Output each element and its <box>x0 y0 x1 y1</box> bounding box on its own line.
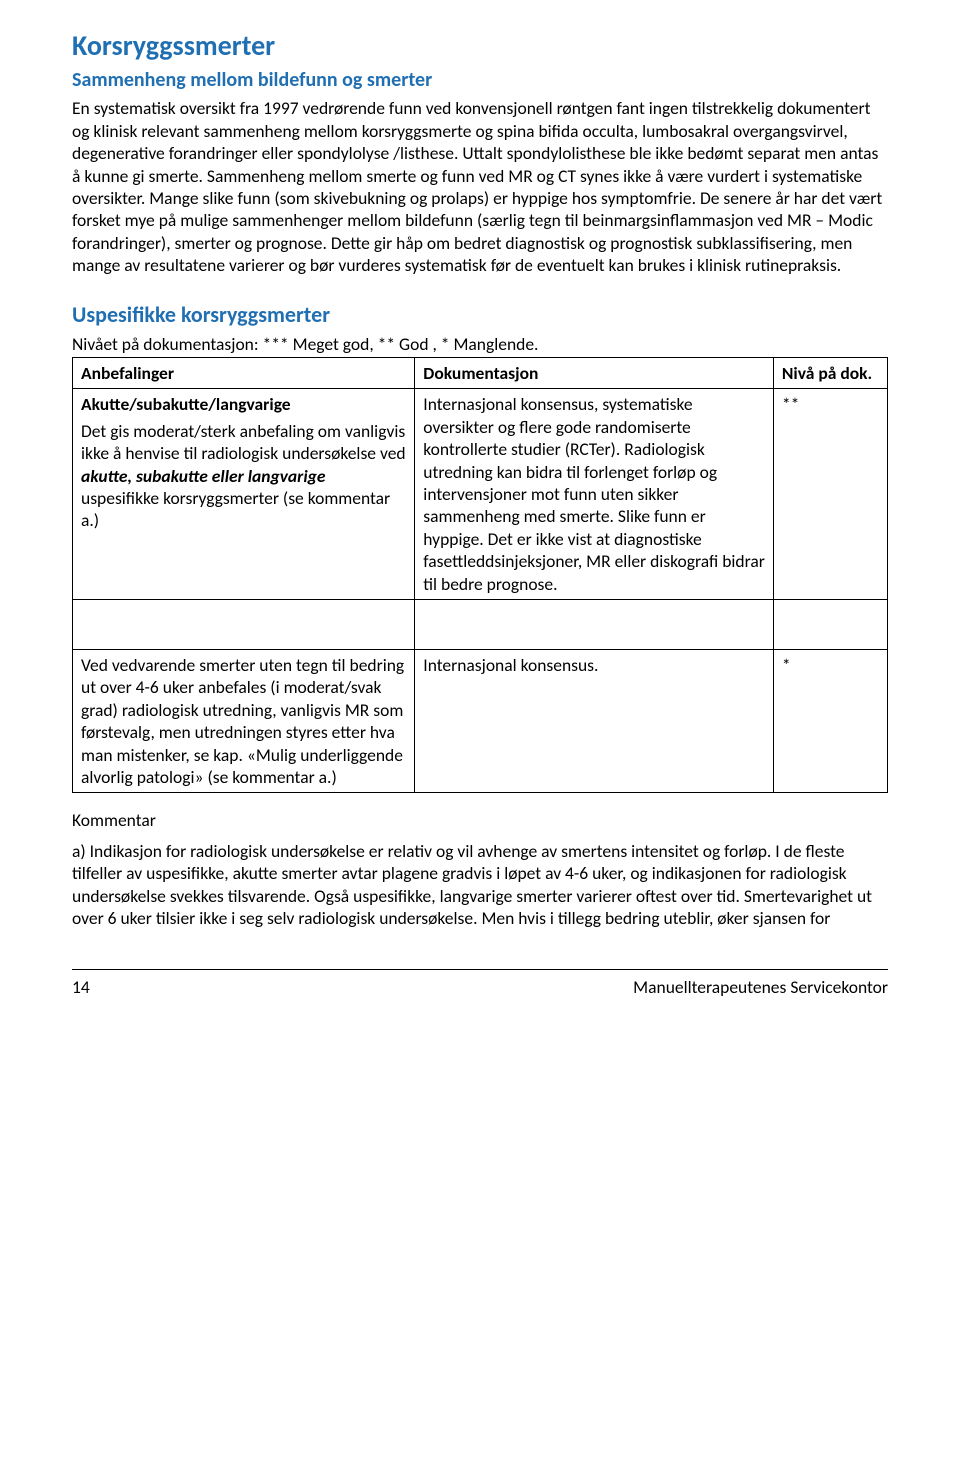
cell-rating-2: * <box>773 650 887 793</box>
table-row: Ved vedvarende smerter uten tegn til bed… <box>73 650 888 793</box>
row1-left-pre: Det gis moderat/sterk anbefaling om vanl… <box>81 420 406 464</box>
recommendations-table: Anbefalinger Dokumentasjon Nivå på dok. … <box>72 357 888 793</box>
table-row: Akutte/subakutte/langvarige Det gis mode… <box>73 389 888 600</box>
header-dokumentasjon: Dokumentasjon <box>415 358 774 389</box>
cell-anbefalinger-2: Ved vedvarende smerter uten tegn til bed… <box>73 650 415 793</box>
sub-heading: Sammenheng mellom bildefunn og smerter <box>72 68 888 94</box>
cell-rating-1: ** <box>773 389 887 600</box>
cell-dokumentasjon-2: Internasjonal konsensus. <box>415 650 774 793</box>
intro-paragraph: En systematisk oversikt fra 1997 vedrøre… <box>72 97 888 276</box>
header-anbefalinger: Anbefalinger <box>73 358 415 389</box>
header-niva: Nivå på dok. <box>773 358 887 389</box>
level-note: Nivået på dokumentasjon: *** Meget god, … <box>72 333 888 355</box>
row1-left-post: uspesifikke korsryggsmerter (se kommenta… <box>81 487 390 531</box>
footer-org: Manuellterapeutenes Servicekontor <box>633 976 888 998</box>
row1-left-bolditalic: akutte, subakutte eller langvarige <box>81 465 325 487</box>
row1-left-title: Akutte/subakutte/langvarige <box>81 393 406 415</box>
kommentar-body: a) Indikasjon for radiologisk undersøkel… <box>72 840 888 930</box>
cell-dokumentasjon-1: Internasjonal konsensus, systematiske ov… <box>415 389 774 600</box>
table-spacer-row <box>73 600 888 650</box>
table-header-row: Anbefalinger Dokumentasjon Nivå på dok. <box>73 358 888 389</box>
page-number: 14 <box>72 976 90 998</box>
page-title: Korsryggssmerter <box>72 28 888 64</box>
spacer-cell <box>73 600 415 650</box>
section-heading: Uspesifikke korsryggsmerter <box>72 301 888 329</box>
row1-left-body: Det gis moderat/sterk anbefaling om vanl… <box>81 420 406 532</box>
footer: 14 Manuellterapeutenes Servicekontor <box>72 970 888 998</box>
spacer-cell <box>415 600 774 650</box>
kommentar-label: Kommentar <box>72 809 888 831</box>
cell-anbefalinger-1: Akutte/subakutte/langvarige Det gis mode… <box>73 389 415 600</box>
spacer-cell <box>773 600 887 650</box>
